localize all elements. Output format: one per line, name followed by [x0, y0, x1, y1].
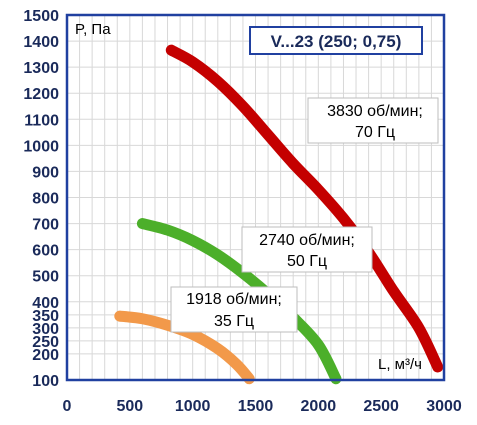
- curves: [114, 44, 444, 385]
- annotation-red: 3830 об/мин; 70 Гц: [307, 97, 439, 144]
- y-tick-label: 1500: [23, 8, 59, 25]
- x-tick-label: 1500: [238, 398, 274, 415]
- annotation-green-line1: 2740 об/мин;: [259, 232, 355, 249]
- y-tick-label: 800: [32, 191, 59, 208]
- annotation-orange-line1: 1918 об/мин;: [186, 291, 282, 308]
- annotation-green: 2740 об/мин; 50 Гц: [241, 226, 373, 273]
- title-box: V...23 (250; 0,75): [249, 26, 423, 55]
- chart-title: V...23 (250; 0,75): [271, 32, 402, 51]
- annotation-red-box: [307, 97, 439, 144]
- annotation-orange: 1918 об/мин; 35 Гц: [170, 286, 298, 333]
- y-tick-label: 250: [32, 334, 59, 351]
- x-axis-label: L, м³/ч: [378, 356, 422, 373]
- annotation-orange-line2: 35 Гц: [214, 313, 254, 330]
- x-axis-ticks: 0 500 1000 1500 2000 2500 3000: [63, 398, 462, 415]
- annotation-red-line1: 3830 об/мин;: [327, 103, 423, 120]
- y-tick-label: 400: [32, 295, 59, 312]
- y-tick-label: 900: [32, 164, 59, 181]
- y-axis-label: P, Па: [75, 21, 111, 38]
- series-1918-rpm: [114, 310, 255, 385]
- series-3830-rpm: [165, 44, 444, 373]
- annotation-orange-box: [170, 286, 298, 333]
- y-tick-label: 1000: [23, 138, 59, 155]
- x-tick-label: 2000: [301, 398, 337, 415]
- x-tick-label: 3000: [426, 398, 462, 415]
- x-tick-label: 2500: [363, 398, 399, 415]
- annotation-red-line2: 70 Гц: [355, 124, 395, 141]
- y-tick-label: 100: [32, 373, 59, 390]
- x-tick-label: 0: [63, 398, 72, 415]
- x-tick-label: 500: [116, 398, 143, 415]
- plot-frame: [65, 13, 446, 382]
- series-2740-rpm: [136, 218, 342, 385]
- annotation-green-box: [241, 226, 373, 273]
- y-tick-label: 1300: [23, 60, 59, 77]
- annotation-green-line2: 50 Гц: [287, 253, 327, 270]
- y-tick-label: 500: [32, 269, 59, 286]
- y-tick-label: 1100: [24, 112, 59, 129]
- y-tick-label: 300: [32, 321, 59, 338]
- y-tick-label: 350: [32, 308, 59, 325]
- title-frame: [249, 26, 423, 55]
- y-tick-label: 700: [32, 217, 59, 234]
- y-tick-label: 200: [32, 347, 59, 364]
- y-tick-label: 600: [32, 243, 59, 260]
- y-tick-label: 1200: [23, 86, 59, 103]
- x-tick-label: 1000: [175, 398, 211, 415]
- y-tick-label: 1400: [23, 34, 59, 51]
